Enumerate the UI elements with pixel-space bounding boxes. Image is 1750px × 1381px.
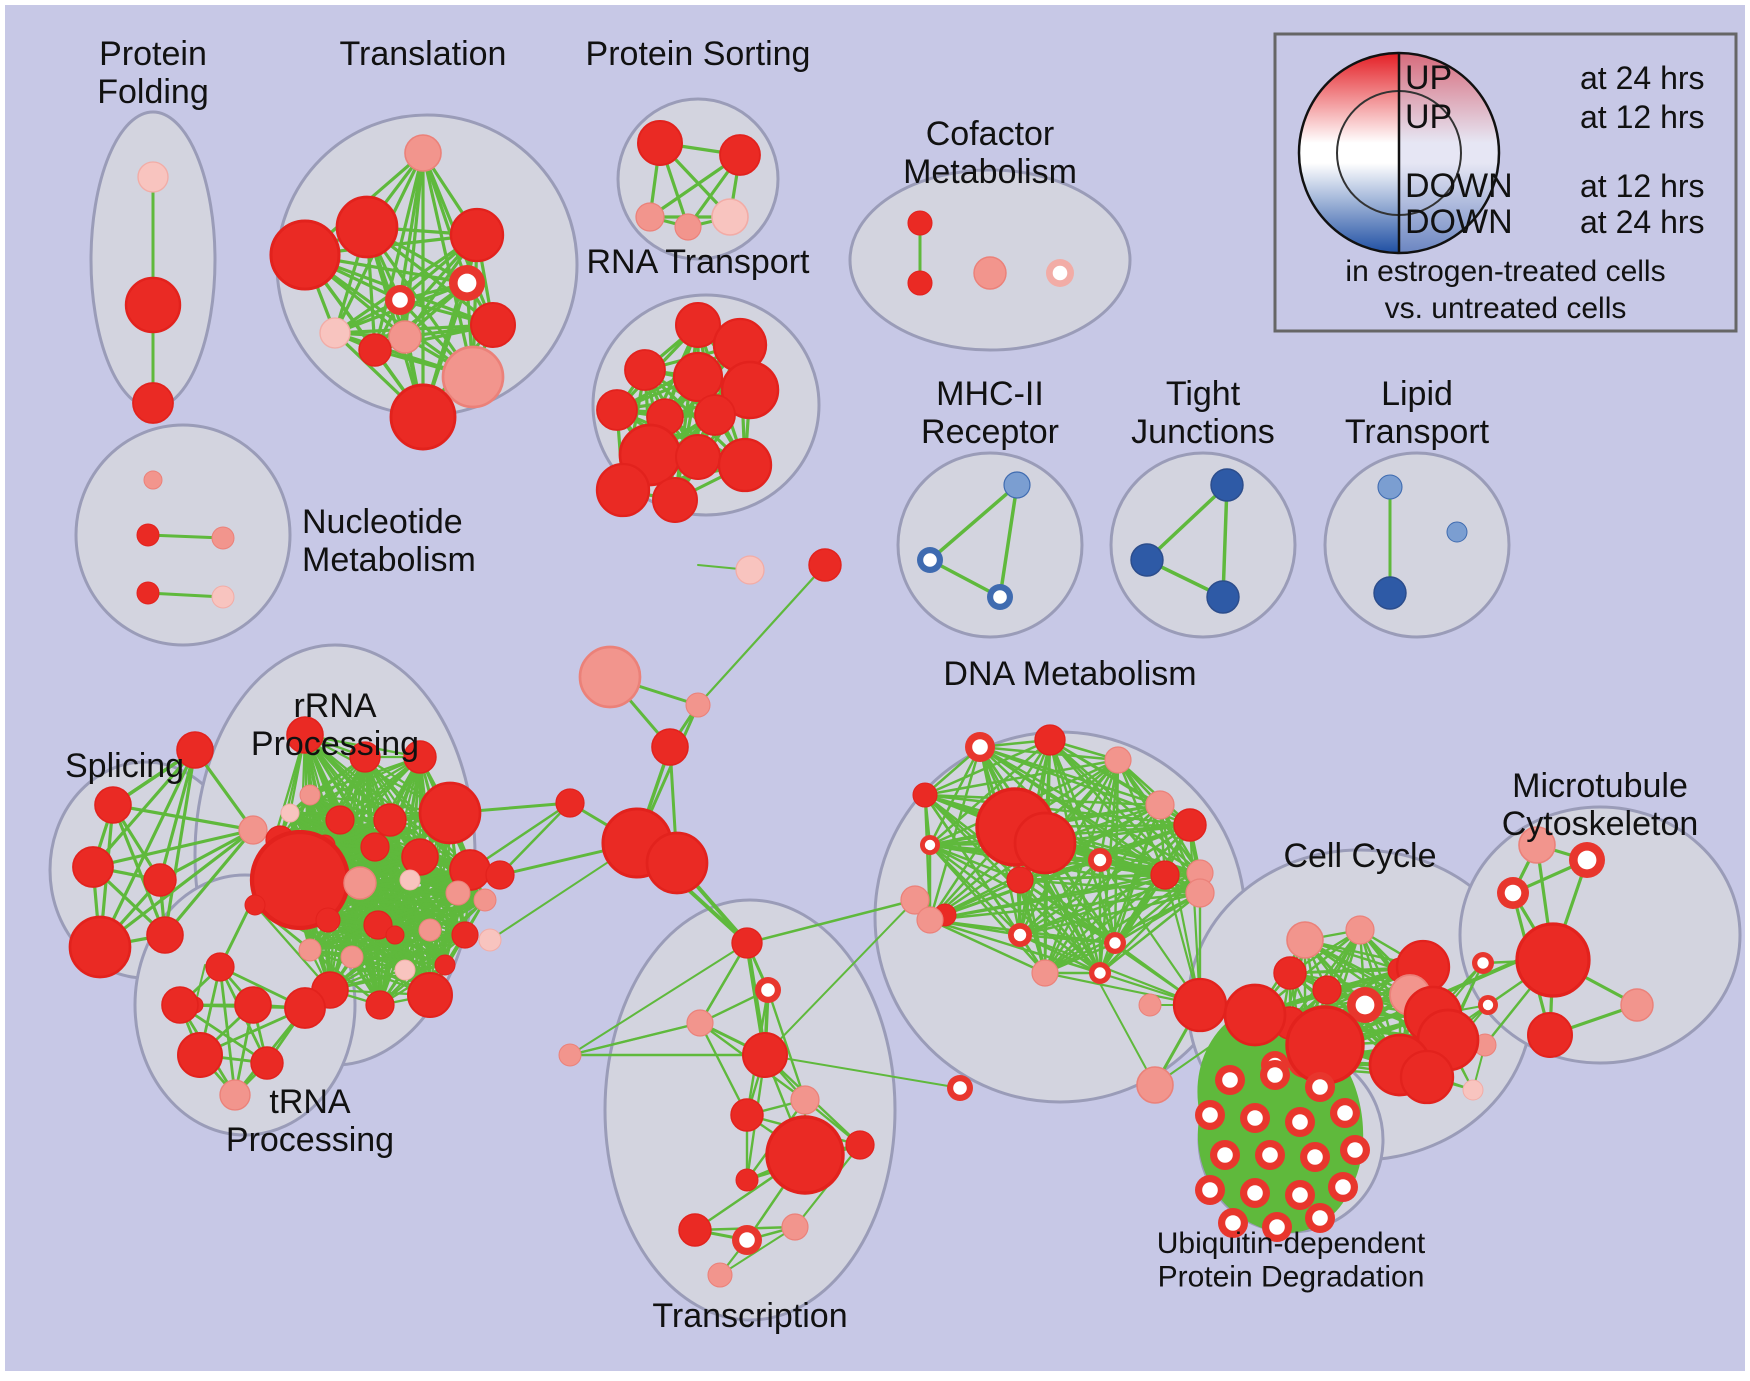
svg-text:at 24 hrs: at 24 hrs bbox=[1580, 60, 1705, 96]
svg-text:DNA Metabolism: DNA Metabolism bbox=[943, 655, 1196, 693]
svg-text:Transcription: Transcription bbox=[652, 1297, 847, 1335]
svg-text:at 12 hrs: at 12 hrs bbox=[1580, 168, 1705, 204]
svg-text:Protein Sorting: Protein Sorting bbox=[586, 35, 811, 73]
svg-text:at 12 hrs: at 12 hrs bbox=[1580, 99, 1705, 135]
svg-text:at 24 hrs: at 24 hrs bbox=[1580, 204, 1705, 240]
svg-text:Translation: Translation bbox=[340, 35, 507, 73]
svg-text:vs. untreated cells: vs. untreated cells bbox=[1385, 292, 1627, 325]
svg-text:DOWN: DOWN bbox=[1405, 203, 1513, 241]
svg-text:UP: UP bbox=[1405, 98, 1452, 136]
svg-text:in estrogen-treated cells: in estrogen-treated cells bbox=[1345, 255, 1665, 288]
svg-text:Splicing: Splicing bbox=[65, 747, 184, 785]
svg-text:RNA Transport: RNA Transport bbox=[587, 243, 811, 281]
svg-text:UP: UP bbox=[1405, 59, 1452, 97]
svg-text:DOWN: DOWN bbox=[1405, 167, 1513, 205]
svg-text:Cell Cycle: Cell Cycle bbox=[1283, 837, 1436, 875]
